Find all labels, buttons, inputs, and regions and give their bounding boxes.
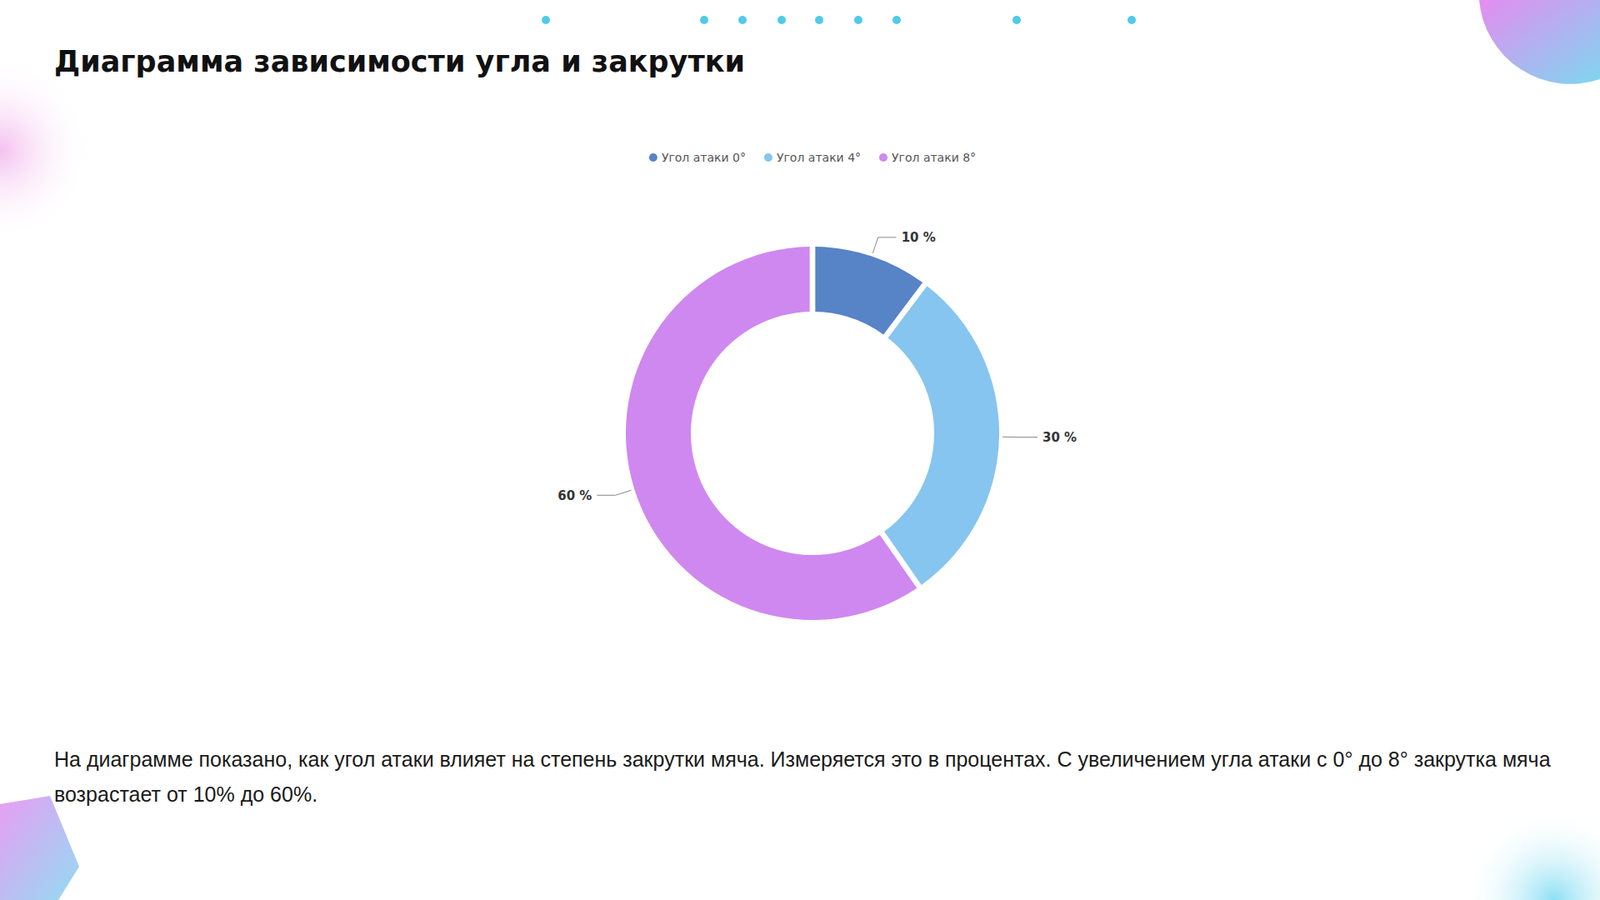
data-label: 60 % bbox=[557, 488, 592, 504]
decor-dot bbox=[1127, 15, 1136, 25]
data-label: 30 % bbox=[1042, 430, 1077, 445]
decor-dot bbox=[1012, 15, 1021, 25]
leader-line bbox=[872, 237, 896, 254]
leader-line bbox=[1002, 436, 1038, 438]
title: Диаграмма зависимости угла и закрутки bbox=[54, 45, 745, 79]
legend-swatch bbox=[764, 153, 773, 162]
donut bbox=[625, 246, 1000, 620]
data-labels: 10 % 30 % 60 % bbox=[557, 230, 1077, 503]
decor-dot bbox=[777, 15, 786, 25]
decor-dot bbox=[700, 15, 709, 25]
slice bbox=[625, 246, 917, 620]
decor-dot bbox=[541, 15, 550, 25]
legend-item: Угол атаки 0° bbox=[649, 150, 746, 165]
legend-label: Угол атаки 8° bbox=[891, 150, 976, 165]
leader-line bbox=[596, 490, 631, 495]
decor-dot bbox=[854, 15, 863, 25]
decor-corner bbox=[1479, 0, 1600, 85]
legend-swatch bbox=[649, 153, 658, 162]
decor-dot bbox=[738, 15, 747, 25]
decor-dot bbox=[892, 15, 901, 25]
annotation: На диаграмме показано, как угол атаки вл… bbox=[54, 741, 1555, 812]
legend-item: Угол атаки 4° bbox=[764, 150, 861, 165]
legend: Угол атаки 0° Угол атаки 4° Угол атаки 8° bbox=[649, 150, 976, 165]
slice bbox=[884, 285, 1000, 585]
legend-label: Угол атаки 0° bbox=[661, 150, 746, 165]
decor-glow bbox=[0, 58, 92, 242]
legend-label: Угол атаки 4° bbox=[776, 150, 861, 165]
legend-swatch bbox=[879, 153, 888, 162]
legend-item: Угол атаки 8° bbox=[879, 150, 976, 165]
data-label: 10 % bbox=[901, 230, 936, 245]
decor-glow bbox=[1462, 808, 1600, 900]
decor-dot bbox=[815, 15, 824, 25]
decor-crystal bbox=[0, 795, 80, 900]
